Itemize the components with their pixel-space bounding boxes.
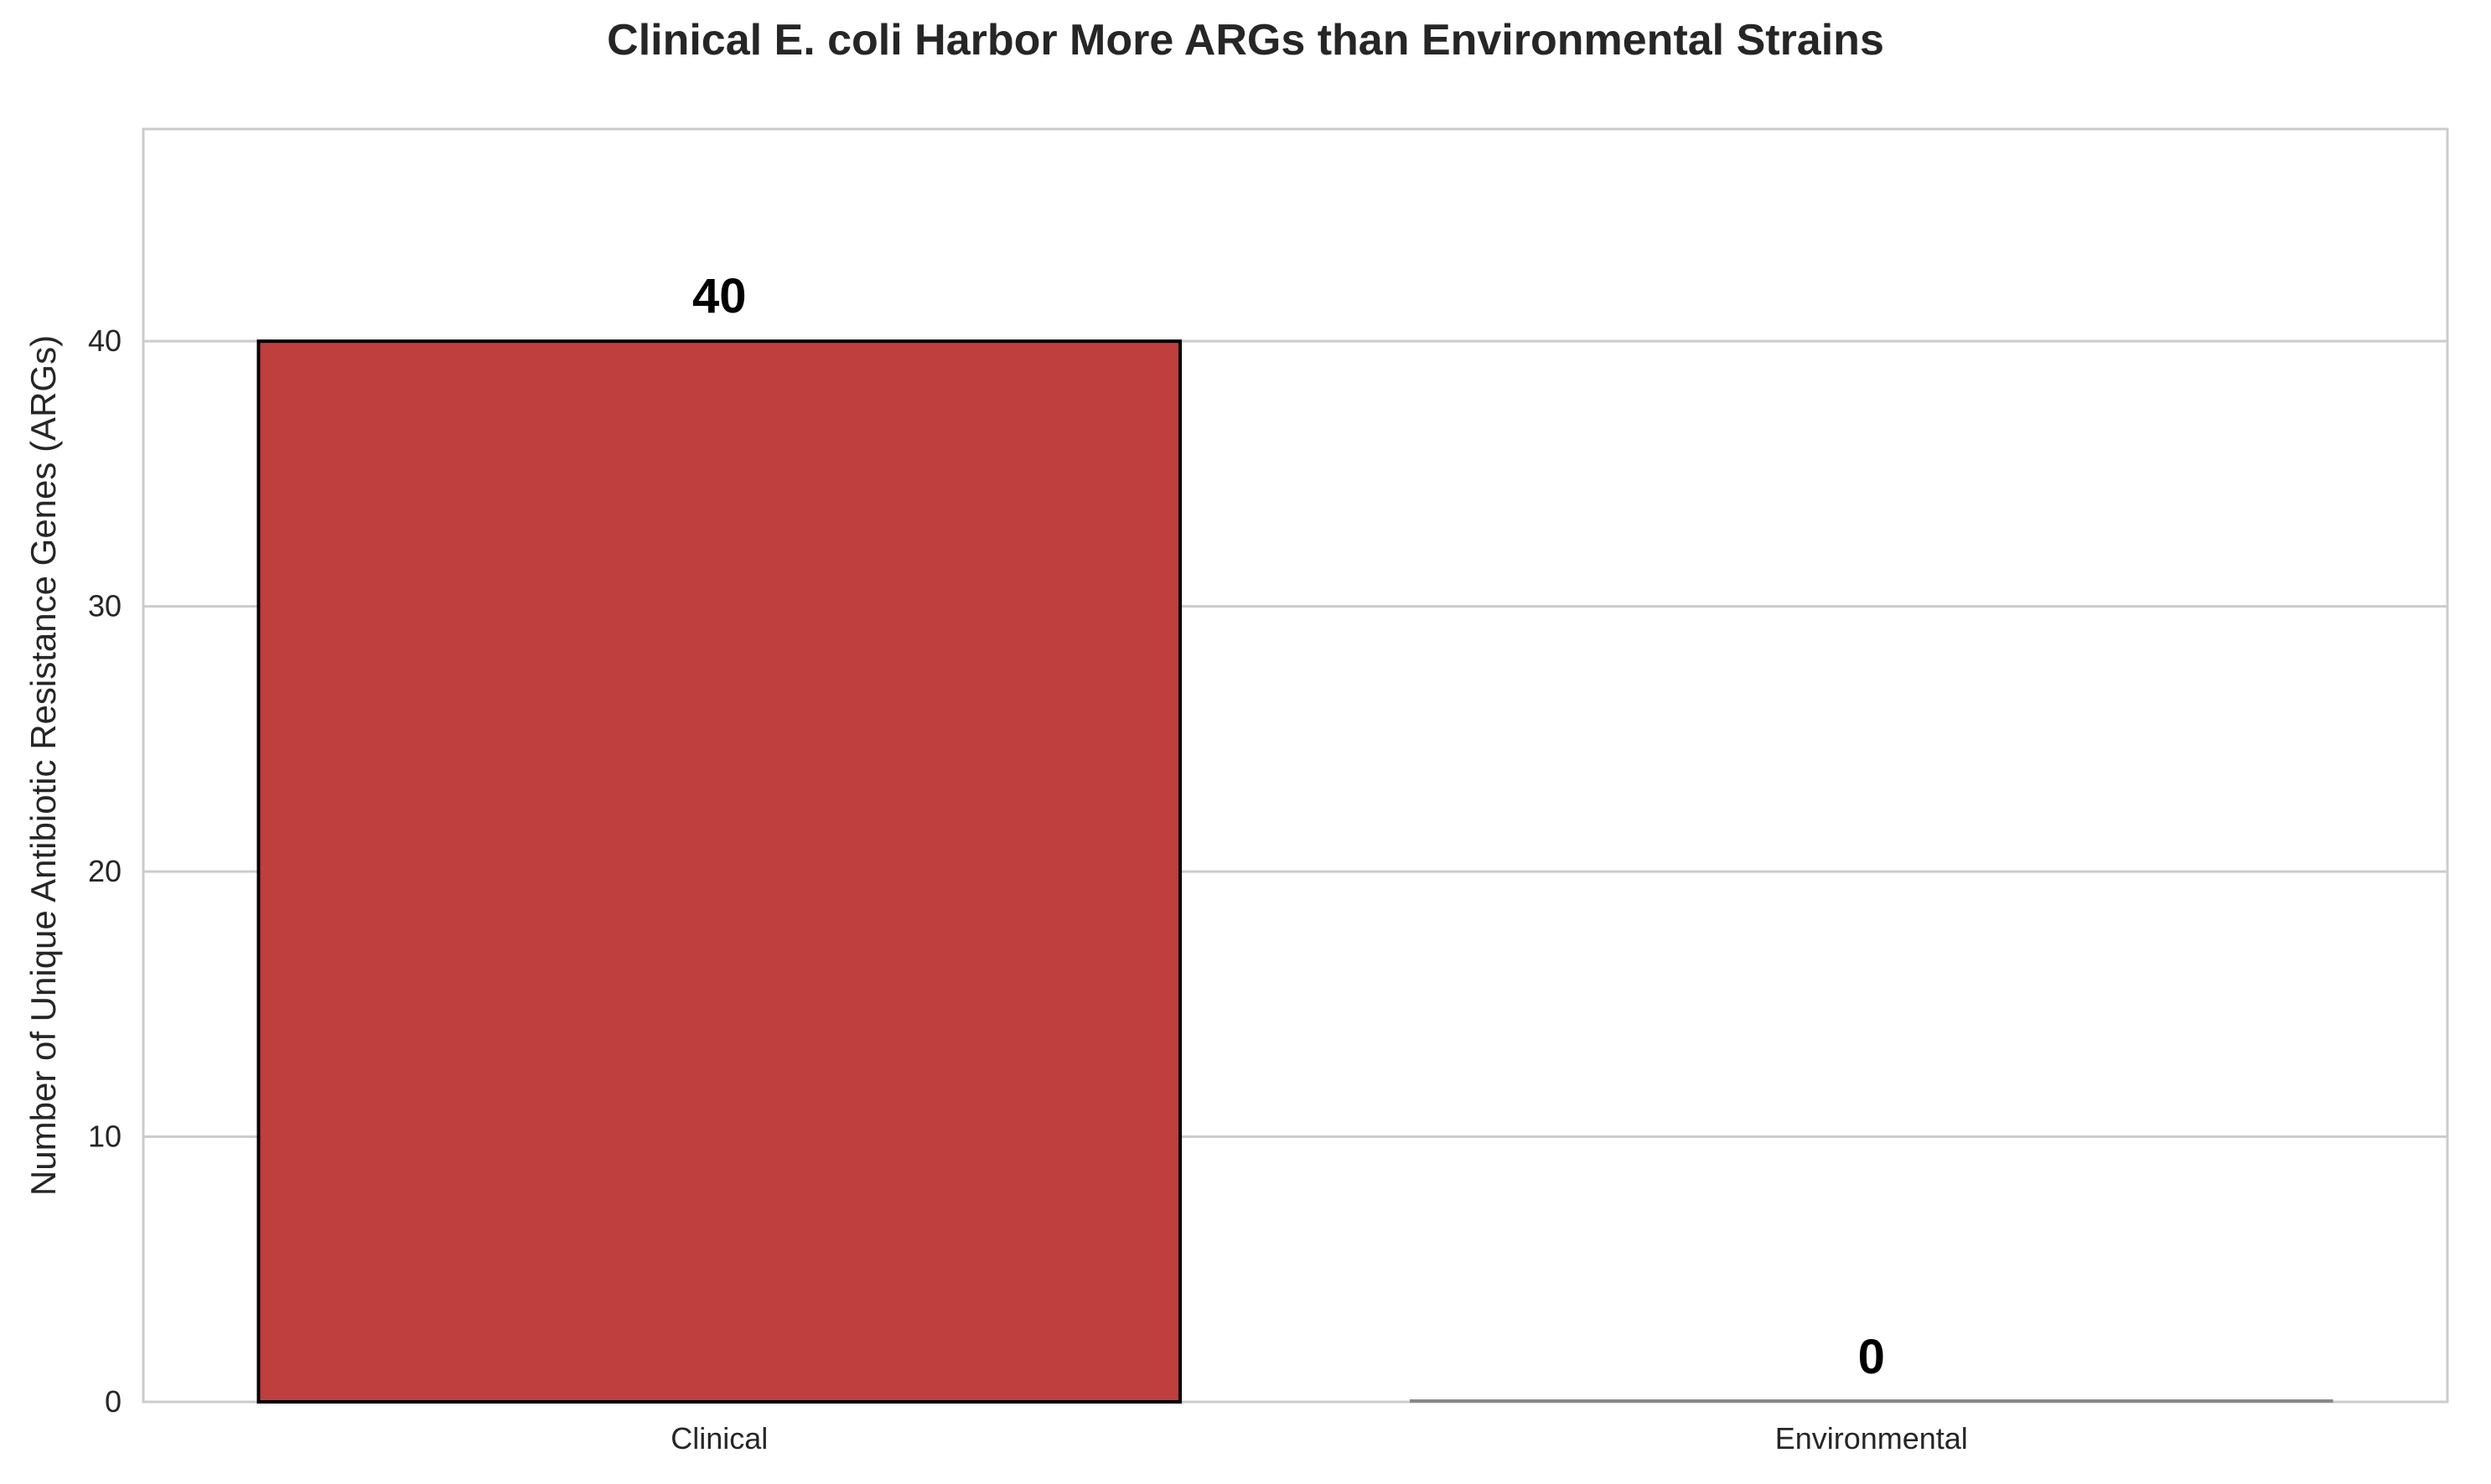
y-tick-label: 40	[88, 323, 122, 358]
y-tick-label: 20	[88, 854, 122, 888]
data-labels: 40 0	[692, 269, 1885, 1384]
bar-environmental	[1409, 1399, 2333, 1403]
bars	[256, 339, 2333, 1404]
x-tick-label-environmental: Environmental	[1775, 1421, 1968, 1456]
y-tick-label: 30	[88, 589, 122, 623]
x-axis-ticks: Clinical Environmental	[671, 1421, 1968, 1456]
y-tick-label: 0	[105, 1384, 122, 1419]
data-label-clinical: 40	[692, 269, 747, 323]
data-label-environmental: 0	[1858, 1330, 1885, 1384]
y-axis-label: Number of Unique Antibiotic Resistance G…	[23, 335, 63, 1196]
x-tick-label-clinical: Clinical	[671, 1421, 768, 1456]
y-tick-label: 10	[88, 1119, 122, 1154]
plot-area-frame	[142, 127, 2449, 1404]
bar-clinical	[256, 339, 1183, 1404]
y-axis-ticks: 0 10 20 30 40	[88, 323, 122, 1419]
chart-title: Clinical E. coli Harbor More ARGs than E…	[607, 16, 1884, 65]
